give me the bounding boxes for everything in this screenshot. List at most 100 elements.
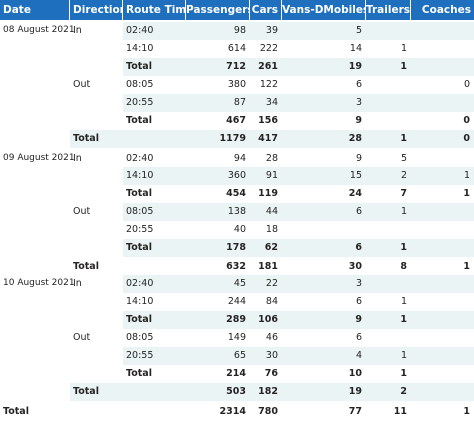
cell-time: Total — [126, 188, 152, 199]
cell-coaches — [411, 203, 474, 221]
cell-coaches — [411, 221, 474, 239]
header-trailers[interactable]: Trailers — [366, 0, 410, 20]
cell-coaches — [411, 293, 474, 311]
cell-direction: Total — [73, 386, 99, 397]
cell-trailers — [366, 94, 411, 112]
cell-passengers: 289 — [226, 314, 246, 325]
cell-direction: In — [73, 25, 82, 36]
cell-coaches — [411, 311, 474, 329]
row-band — [123, 311, 474, 329]
cell-cars: 91 — [265, 170, 278, 181]
cell-coaches — [411, 239, 474, 257]
cell-trailers: 11 — [393, 406, 407, 417]
cell-cars: 28 — [265, 153, 278, 164]
cell-trailers — [366, 22, 411, 40]
subtotal-row: Total 467 156 9 0 — [0, 112, 474, 130]
cell-passengers: 360 — [227, 170, 246, 181]
table-row: 14:10 614 222 14 1 — [0, 40, 474, 58]
cell-vans: 6 — [355, 79, 362, 90]
cell-coaches: 0 — [463, 79, 470, 90]
table-row: 10 August 2021 In 02:40 45 22 3 — [0, 275, 474, 293]
cell-cars: 44 — [265, 206, 278, 217]
cell-time — [123, 258, 186, 276]
header-date[interactable]: Date — [0, 0, 69, 20]
cell-date — [0, 94, 70, 112]
row-band — [123, 94, 474, 112]
cell-coaches — [411, 22, 474, 40]
cell-date — [0, 221, 70, 239]
cell-direction: Out — [73, 206, 91, 217]
cell-passengers: 65 — [233, 350, 246, 361]
cell-time: 08:05 — [126, 332, 154, 343]
cell-date: 08 August 2021 — [3, 25, 75, 35]
cell-trailers — [366, 112, 411, 130]
cell-coaches: 0 — [463, 115, 470, 126]
cell-date — [0, 329, 70, 347]
row-band — [123, 239, 474, 257]
cell-coaches — [411, 347, 474, 365]
cell-direction: Out — [73, 332, 91, 343]
cell-time: Total — [126, 314, 152, 325]
cell-coaches: 0 — [463, 133, 470, 144]
cell-date — [0, 365, 70, 383]
cell-passengers: 614 — [227, 43, 246, 54]
cell-vans: 24 — [348, 188, 362, 199]
header-vans[interactable]: Vans-DMobiles — [282, 0, 365, 20]
cell-date — [0, 185, 70, 203]
cell-date — [0, 167, 70, 185]
row-band — [123, 275, 474, 293]
cell-time: 08:05 — [126, 206, 154, 217]
cell-time: 14:10 — [126, 296, 154, 307]
header-time[interactable]: Route Time — [123, 0, 185, 20]
cell-direction: Out — [73, 79, 91, 90]
header-passengers[interactable]: Passengers — [186, 0, 249, 20]
cell-direction — [70, 311, 123, 329]
cell-trailers: 1 — [400, 61, 407, 72]
cell-trailers — [366, 221, 411, 239]
cell-cars: 119 — [258, 188, 278, 199]
cell-vans: 9 — [355, 115, 362, 126]
cell-date — [0, 258, 70, 276]
cell-time: 08:05 — [126, 79, 154, 90]
cell-time: Total — [126, 368, 152, 379]
table-row: Out 08:05 380 122 6 0 — [0, 76, 474, 94]
datetotal-row: Total 632 181 30 8 1 — [0, 258, 474, 276]
cell-cars: 122 — [259, 79, 278, 90]
cell-time — [123, 130, 186, 148]
row-band — [123, 22, 474, 40]
cell-passengers: 40 — [233, 224, 246, 235]
cell-direction — [70, 40, 123, 58]
table-row: 20:55 40 18 — [0, 221, 474, 239]
cell-coaches — [411, 383, 474, 401]
row-band — [123, 203, 474, 221]
header-cars[interactable]: Cars — [250, 0, 281, 20]
cell-date — [0, 76, 70, 94]
cell-passengers: 214 — [226, 368, 246, 379]
cell-vans: 28 — [348, 133, 362, 144]
header-coaches[interactable]: Coaches — [411, 0, 474, 20]
cell-direction — [70, 403, 123, 421]
cell-passengers: 712 — [226, 61, 246, 72]
subtotal-row: Total 289 106 9 1 — [0, 311, 474, 329]
cell-direction — [70, 167, 123, 185]
cell-time: 20:55 — [126, 350, 154, 361]
cell-direction — [70, 239, 123, 257]
cell-trailers: 1 — [400, 206, 407, 217]
cell-cars: 39 — [265, 25, 278, 36]
cell-coaches — [411, 365, 474, 383]
cell-time: 20:55 — [126, 97, 154, 108]
cell-vans: 14 — [349, 43, 362, 54]
cell-trailers: 1 — [400, 314, 407, 325]
cell-vans: 3 — [355, 278, 362, 289]
cell-vans: 6 — [355, 242, 362, 253]
table-row: 09 August 2021 In 02:40 94 28 9 5 — [0, 150, 474, 168]
cell-vans: 30 — [348, 261, 362, 272]
subtotal-row: Total 178 62 6 1 — [0, 239, 474, 257]
cell-coaches — [411, 58, 474, 76]
cell-passengers: 467 — [226, 115, 246, 126]
cell-vans: 19 — [348, 386, 362, 397]
header-direction[interactable]: Direction — [70, 0, 122, 20]
cell-date — [0, 293, 70, 311]
cell-cars: 106 — [258, 314, 278, 325]
